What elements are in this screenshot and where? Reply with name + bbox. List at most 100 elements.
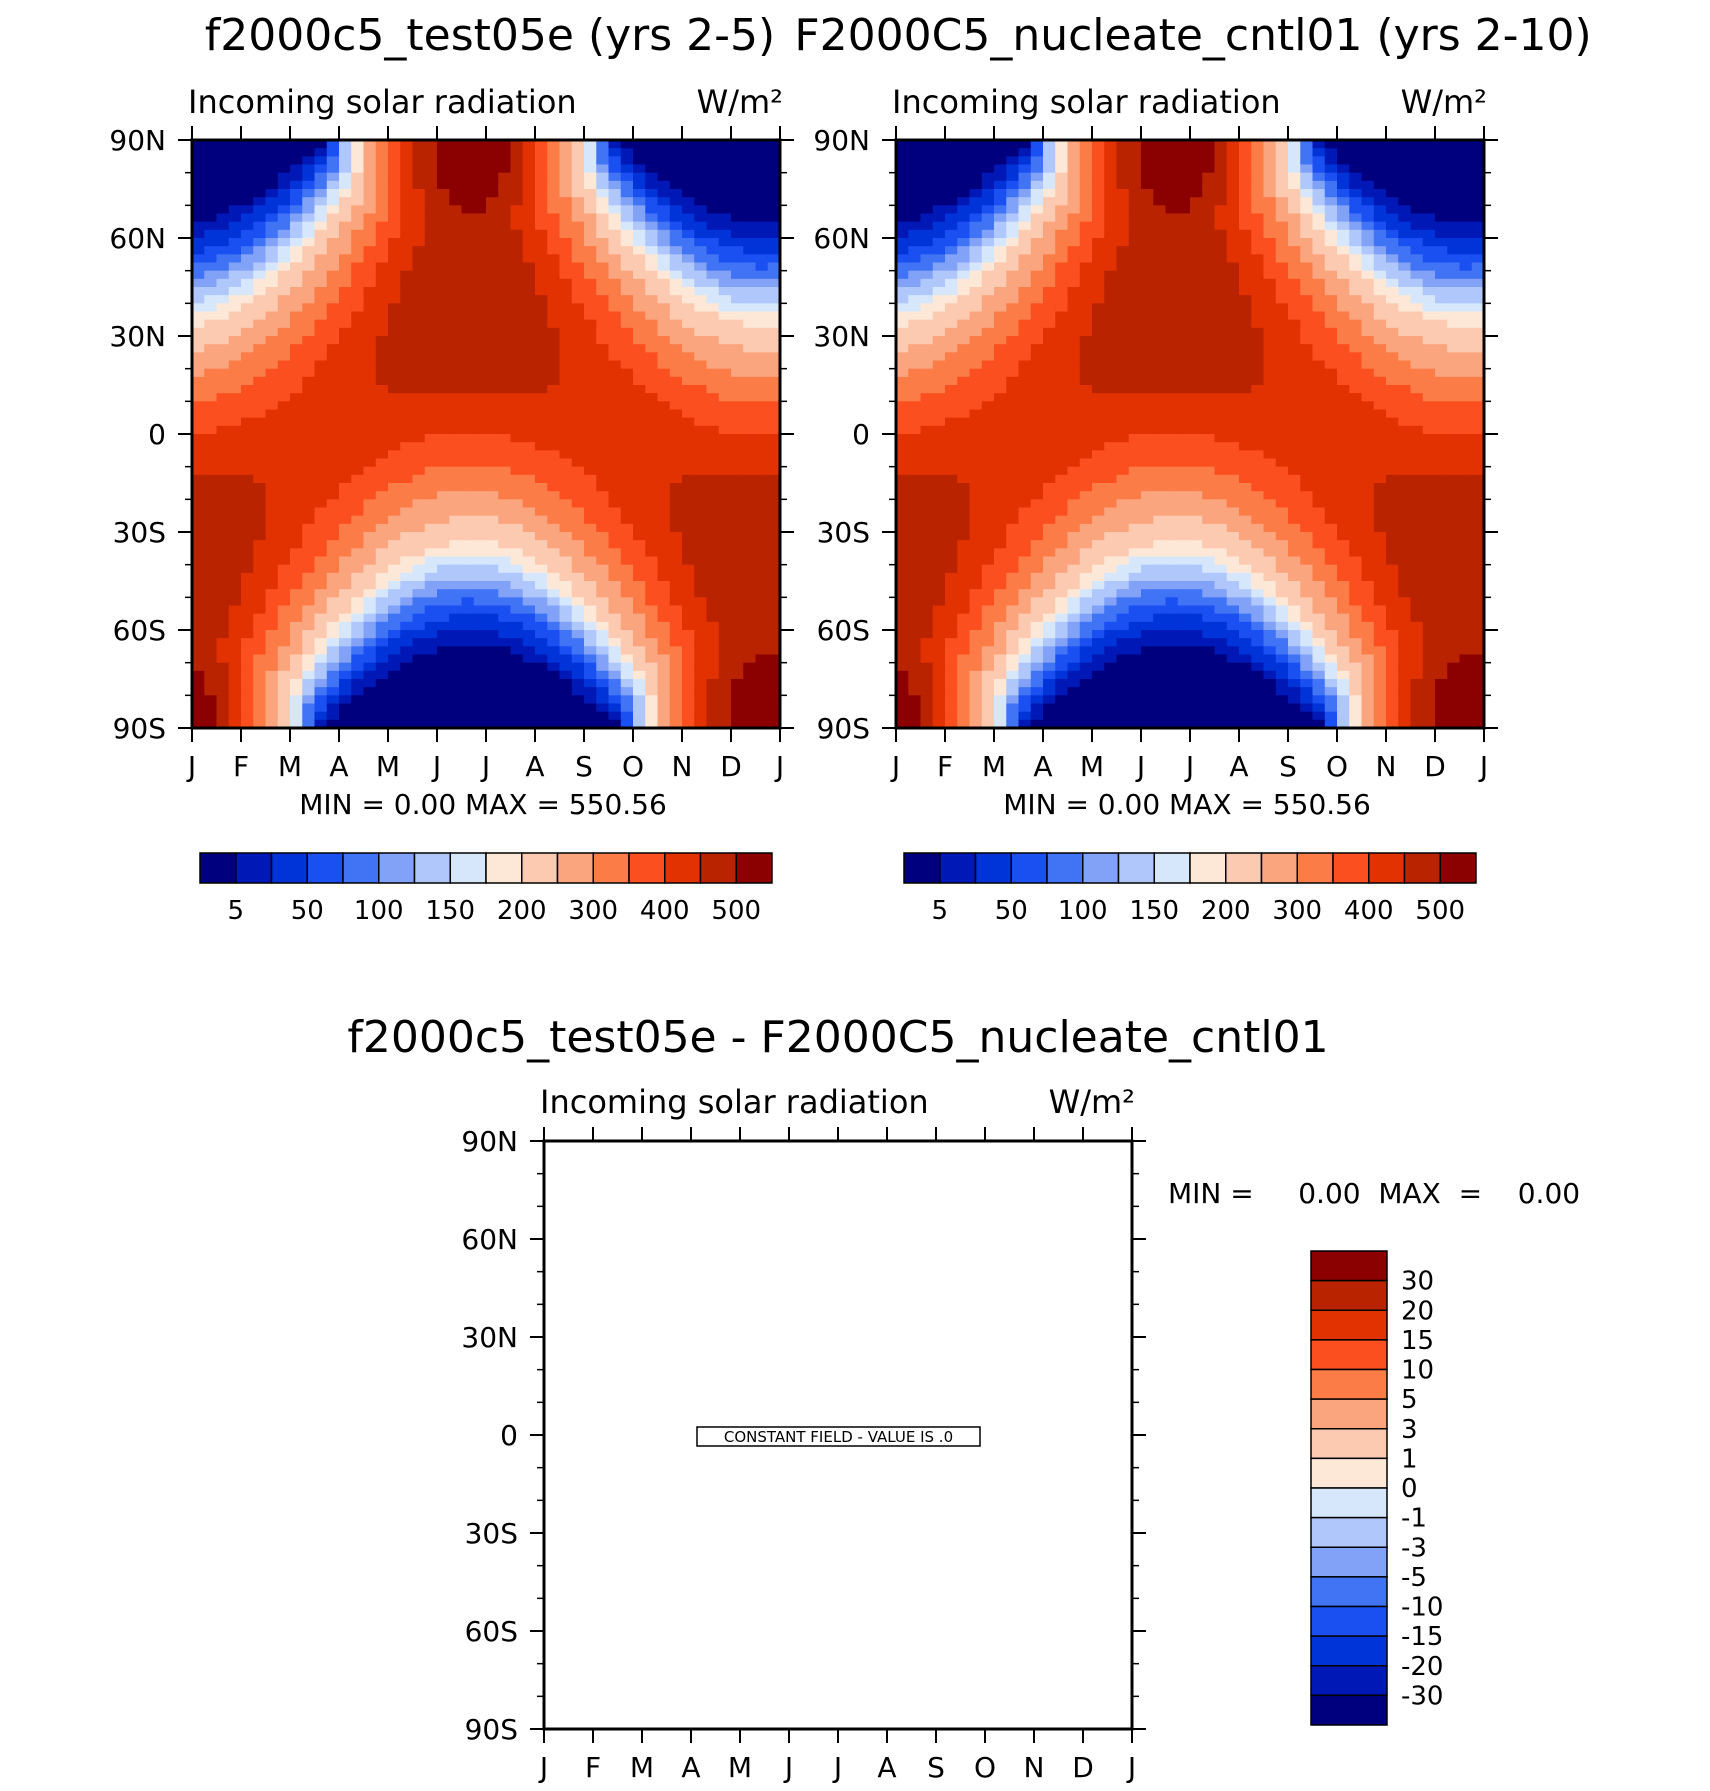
heat-cell <box>1214 156 1228 166</box>
heat-cell <box>981 336 995 345</box>
heat-cell <box>522 507 536 517</box>
heat-cell <box>920 254 934 264</box>
heat-cell <box>633 229 646 239</box>
heat-cell <box>743 679 757 688</box>
heat-cell <box>1104 352 1118 362</box>
heat-cell <box>694 319 708 329</box>
heat-cell <box>755 327 769 337</box>
heat-cell <box>718 352 732 362</box>
heat-cell <box>216 368 230 378</box>
heat-cell <box>896 148 909 158</box>
heat-cell <box>375 581 389 590</box>
heat-cell <box>1459 311 1473 321</box>
heat-cell <box>547 172 561 182</box>
heat-cell <box>253 540 267 550</box>
heat-cell <box>645 401 659 411</box>
heat-cell <box>669 483 683 492</box>
heat-cell <box>510 540 524 550</box>
heat-cell <box>277 368 291 378</box>
heat-cell <box>755 189 769 198</box>
heat-cell <box>400 572 414 582</box>
heat-cell <box>1459 156 1473 166</box>
heat-cell <box>449 278 463 288</box>
heat-cell <box>1190 319 1203 329</box>
heat-cell <box>994 254 1007 264</box>
heat-cell <box>535 287 548 296</box>
heat-cell <box>1214 180 1228 190</box>
heat-cell <box>1202 352 1216 362</box>
heat-cell <box>731 630 744 639</box>
heat-cell <box>326 646 340 656</box>
heat-cell <box>1018 140 1032 149</box>
heat-cell <box>302 221 316 231</box>
heat-cell <box>920 140 934 149</box>
heat-cell <box>253 295 267 305</box>
heat-cell <box>669 613 683 623</box>
heat-cell <box>1349 287 1363 296</box>
heat-cell <box>1447 327 1461 337</box>
heat-cell <box>314 327 328 337</box>
heat-cell <box>253 434 267 443</box>
heat-cell <box>241 327 254 337</box>
heat-cell <box>633 507 646 517</box>
heat-cell <box>265 319 279 329</box>
heat-cell <box>412 229 426 239</box>
heat-cell <box>535 344 548 354</box>
heat-cell <box>547 703 561 713</box>
heat-cell <box>216 295 230 305</box>
heat-cell <box>1177 180 1191 190</box>
heat-cell <box>1373 262 1387 272</box>
heat-cell <box>204 140 218 149</box>
heat-cell <box>694 556 708 566</box>
heat-cell <box>1226 254 1240 264</box>
heat-cell <box>584 703 597 713</box>
heat-cell <box>932 238 946 247</box>
heat-cell <box>908 246 922 256</box>
heat-cell <box>1190 180 1203 190</box>
heat-cell <box>351 336 365 345</box>
heat-cell <box>339 425 352 435</box>
heat-cell <box>216 670 230 680</box>
heat-cell <box>241 311 254 321</box>
heat-cell <box>400 540 414 550</box>
heat-cell <box>302 303 316 313</box>
heat-cell <box>400 344 414 354</box>
heat-cell <box>945 172 958 182</box>
heat-cell <box>522 278 536 288</box>
heat-cell <box>363 336 377 345</box>
heat-cell <box>608 278 622 288</box>
heat-cell <box>559 344 573 354</box>
heat-cell <box>290 221 303 231</box>
heat-cell <box>633 311 646 321</box>
heat-cell <box>981 238 995 247</box>
heat-cell <box>363 589 377 599</box>
heat-cell <box>1030 197 1044 207</box>
heat-cell <box>608 401 622 411</box>
heat-cell <box>290 442 303 452</box>
heat-cell <box>945 336 958 345</box>
heat-cell <box>706 597 720 607</box>
heat-cell <box>339 344 352 354</box>
heat-cell <box>363 572 377 582</box>
heat-cell <box>657 711 671 721</box>
heat-cell <box>388 515 401 525</box>
heat-cell <box>1386 262 1399 272</box>
heat-cell <box>1141 164 1154 174</box>
heat-cell <box>326 344 340 354</box>
heat-cell <box>682 548 695 558</box>
heat-cell <box>437 197 450 207</box>
heat-cell <box>363 548 377 558</box>
heat-cell <box>718 425 732 435</box>
heat-cell <box>1055 319 1069 329</box>
heat-cell <box>437 140 450 149</box>
heat-cell <box>1300 221 1314 231</box>
heat-cell <box>1239 295 1252 305</box>
heat-cell <box>1422 360 1436 370</box>
heat-cell <box>339 564 352 574</box>
heat-cell <box>743 156 757 166</box>
heat-cell <box>1226 189 1240 198</box>
heat-cell <box>1312 270 1326 280</box>
heat-cell <box>216 180 230 190</box>
heat-cell <box>486 205 499 215</box>
heat-cell <box>620 499 634 509</box>
